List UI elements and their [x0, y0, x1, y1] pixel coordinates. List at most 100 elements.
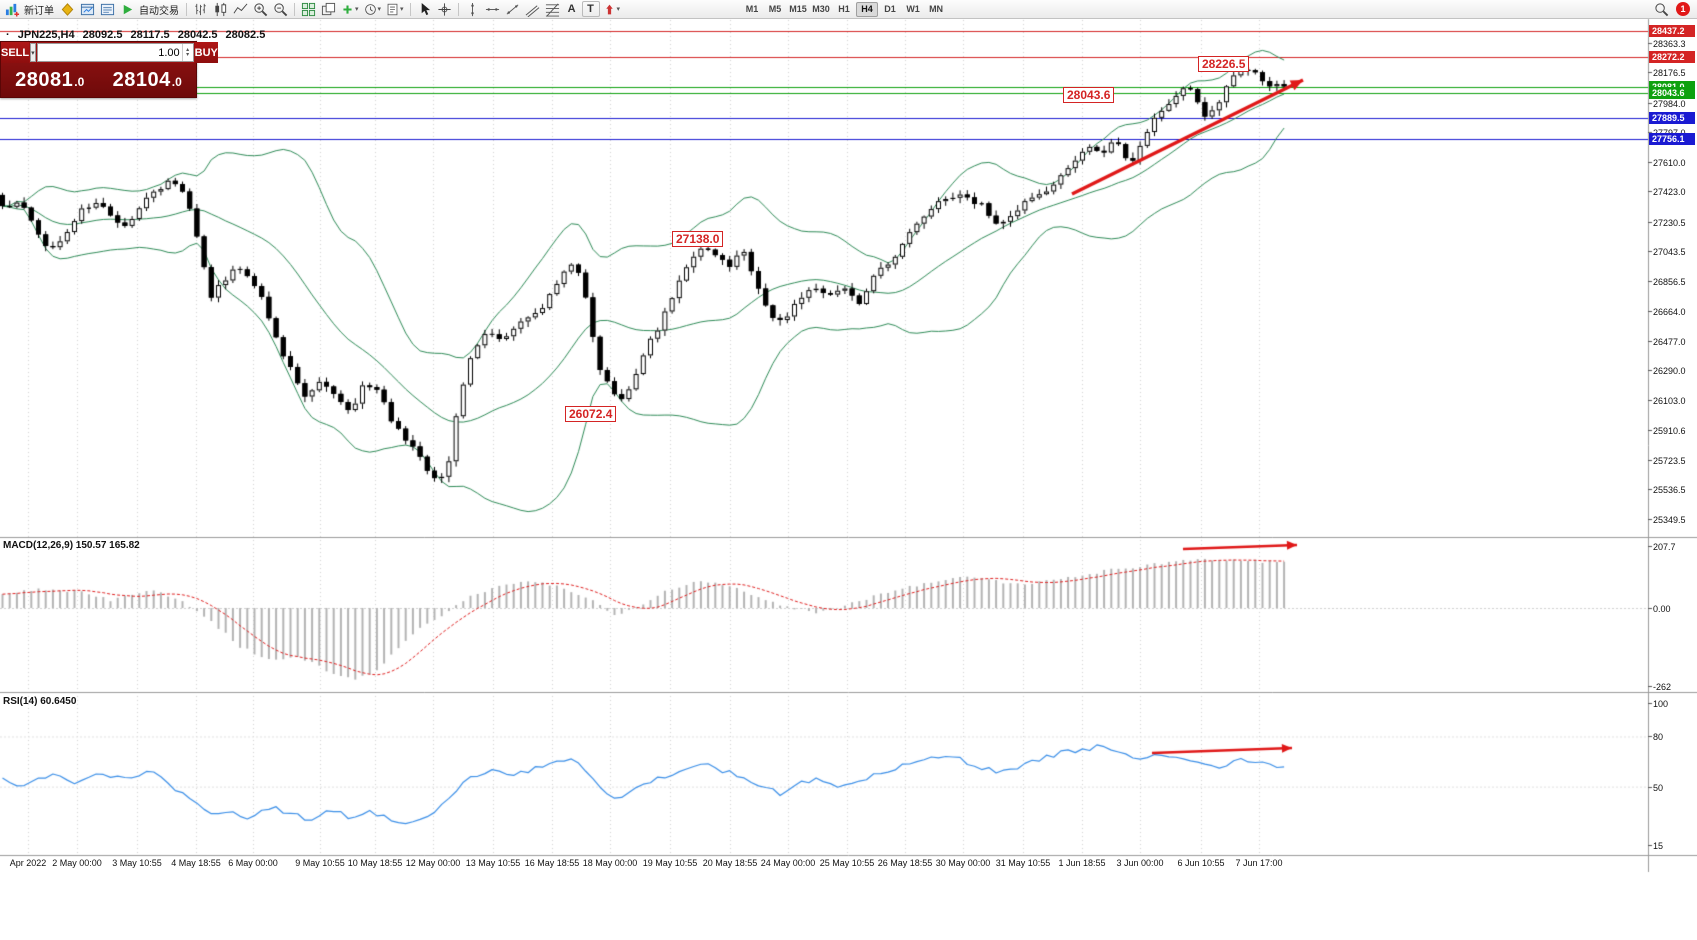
time-axis-label: 26 May 18:55 [877, 858, 933, 868]
time-axis-label: 6 Jun 10:55 [1177, 858, 1225, 868]
timeframe-mn[interactable]: MN [925, 2, 947, 17]
time-axis-label: 10 May 18:55 [347, 858, 403, 868]
arrow-shapes-icon[interactable]: ▾ [601, 1, 623, 17]
ohlc-open: 28092.5 [82, 29, 123, 41]
trade-panel-prices: 28081 .0 28104 .0 [1, 63, 196, 97]
autotrade-play-icon[interactable] [118, 1, 137, 17]
time-axis-label: 12 May 00:00 [405, 858, 461, 868]
time-axis-label: 13 May 10:55 [465, 858, 521, 868]
timeframe-m5[interactable]: M5 [764, 2, 786, 17]
ohlc-high: 28117.5 [130, 29, 170, 41]
sell-price[interactable]: 28081 .0 [1, 69, 99, 92]
price-axis-tick: 26477.0 [1653, 337, 1686, 347]
one-click-trading-panel: SELL ▾ ▴▾ BUY 28081 .0 28104 .0 [0, 41, 218, 98]
price-annotation-flag[interactable]: 27138.0 [672, 231, 724, 247]
trendline-icon[interactable] [503, 1, 522, 17]
sell-button[interactable]: SELL [1, 42, 30, 63]
price-axis-tick: 27423.0 [1653, 187, 1686, 197]
time-axis-label: 19 May 10:55 [642, 858, 698, 868]
price-axis-tick: 25536.5 [1653, 485, 1686, 495]
sell-price-main: 28081 [15, 68, 74, 91]
search-icon[interactable] [1652, 1, 1671, 17]
time-axis-label: 16 May 18:55 [524, 858, 580, 868]
macd-axis-tick: 0.00 [1653, 604, 1671, 614]
vertical-line-icon[interactable] [463, 1, 482, 17]
time-axis-label: 24 May 00:00 [760, 858, 816, 868]
price-axis-tick: 27043.5 [1653, 247, 1686, 257]
time-axis-label: 20 May 18:55 [702, 858, 758, 868]
volume-stepper[interactable]: ▴ ▾ [181, 44, 193, 61]
mql-icon[interactable] [58, 1, 77, 17]
template-icon[interactable]: ▾ [384, 1, 406, 17]
price-axis-tick: 25910.6 [1653, 426, 1686, 436]
volume-input[interactable] [37, 46, 182, 59]
price-axis-tick: 25349.5 [1653, 515, 1686, 525]
time-axis-label: 18 May 00:00 [582, 858, 638, 868]
buy-button[interactable]: BUY [194, 42, 218, 63]
horizontal-line-icon[interactable] [483, 1, 502, 17]
price-level-box: 28437.2 [1649, 25, 1695, 37]
sell-price-pips: .0 [74, 74, 85, 89]
timeframe-m30[interactable]: M30 [810, 2, 832, 17]
price-annotation-flag[interactable]: 26072.4 [565, 406, 617, 422]
timeframe-m1[interactable]: M1 [741, 2, 763, 17]
auto-arrange-icon[interactable] [319, 1, 338, 17]
timeframe-h1[interactable]: H1 [833, 2, 855, 17]
timeframe-d1[interactable]: D1 [879, 2, 901, 17]
price-axis-tick: 26856.5 [1653, 277, 1686, 287]
period-icon[interactable]: ▾ [362, 1, 384, 17]
new-order-label[interactable]: 新订单 [24, 5, 54, 17]
zoom-out-icon[interactable] [271, 1, 290, 17]
text-icon[interactable]: A [567, 3, 576, 15]
buy-price-main: 28104 [112, 68, 171, 91]
time-axis-label: 3 Jun 00:00 [1116, 858, 1164, 868]
tile-windows-icon[interactable] [299, 1, 318, 17]
macd-axis-tick: -262 [1653, 682, 1672, 692]
timeframe-m15[interactable]: M15 [787, 2, 809, 17]
label-icon[interactable]: T [581, 1, 600, 17]
time-axis-label: 3 May 10:55 [112, 858, 162, 868]
macd-axis-tick: 207.7 [1653, 542, 1676, 552]
rsi-axis-tick: 80 [1653, 732, 1664, 742]
price-level-box: 27756.1 [1649, 133, 1695, 145]
bar-chart-icon[interactable] [191, 1, 210, 17]
crosshair-icon[interactable] [435, 1, 454, 17]
price-axis-tick: 28363.3 [1653, 39, 1686, 49]
autotrade-label[interactable]: 自动交易 [139, 5, 179, 17]
line-chart-icon[interactable] [231, 1, 250, 17]
buy-price[interactable]: 28104 .0 [99, 69, 197, 92]
toolbar-separator [457, 2, 459, 16]
timeframe-h4[interactable]: H4 [856, 1, 879, 17]
toolbar-separator [186, 2, 187, 16]
market-watch-icon[interactable] [98, 1, 117, 17]
channel-icon[interactable] [523, 1, 542, 17]
rsi-label: RSI(14) 60.6450 [3, 696, 77, 707]
price-annotation-flag[interactable]: 28226.5 [1198, 56, 1250, 72]
price-level-box: 28043.6 [1649, 87, 1695, 99]
add-indicator-icon[interactable]: ▾ [339, 1, 361, 17]
time-axis-label: 7 Jun 17:00 [1235, 858, 1283, 868]
timeframe-w1[interactable]: W1 [902, 2, 924, 17]
chart-ohlc-header: · JPN225,H4 28092.5 28117.5 28042.5 2808… [6, 29, 270, 41]
notification-badge[interactable]: 1 [1676, 2, 1690, 16]
symbol-bullet: · [6, 29, 10, 41]
toolbar-separator [294, 2, 295, 16]
cursor-icon[interactable] [415, 1, 434, 17]
time-axis-label: 4 May 18:55 [171, 858, 221, 868]
symbol-label: JPN225,H4 [17, 29, 75, 41]
time-axis-label: 30 May 00:00 [935, 858, 991, 868]
price-annotation-flag[interactable]: 28043.6 [1063, 87, 1115, 103]
chart-window-icon[interactable] [78, 1, 97, 17]
candlestick-chart-icon[interactable] [211, 1, 230, 17]
zoom-in-icon[interactable] [251, 1, 270, 17]
new-order-icon[interactable] [3, 1, 22, 17]
price-axis-tick: 27230.5 [1653, 218, 1686, 228]
fibonacci-icon[interactable] [543, 1, 562, 17]
volume-mode-dropdown[interactable]: ▾ [30, 43, 36, 62]
time-axis-label: 2 May 00:00 [52, 858, 102, 868]
price-axis-tick: 28176.5 [1653, 68, 1686, 78]
toolbar-separator [409, 2, 411, 16]
trade-panel-controls: SELL ▾ ▴▾ BUY [1, 42, 218, 63]
